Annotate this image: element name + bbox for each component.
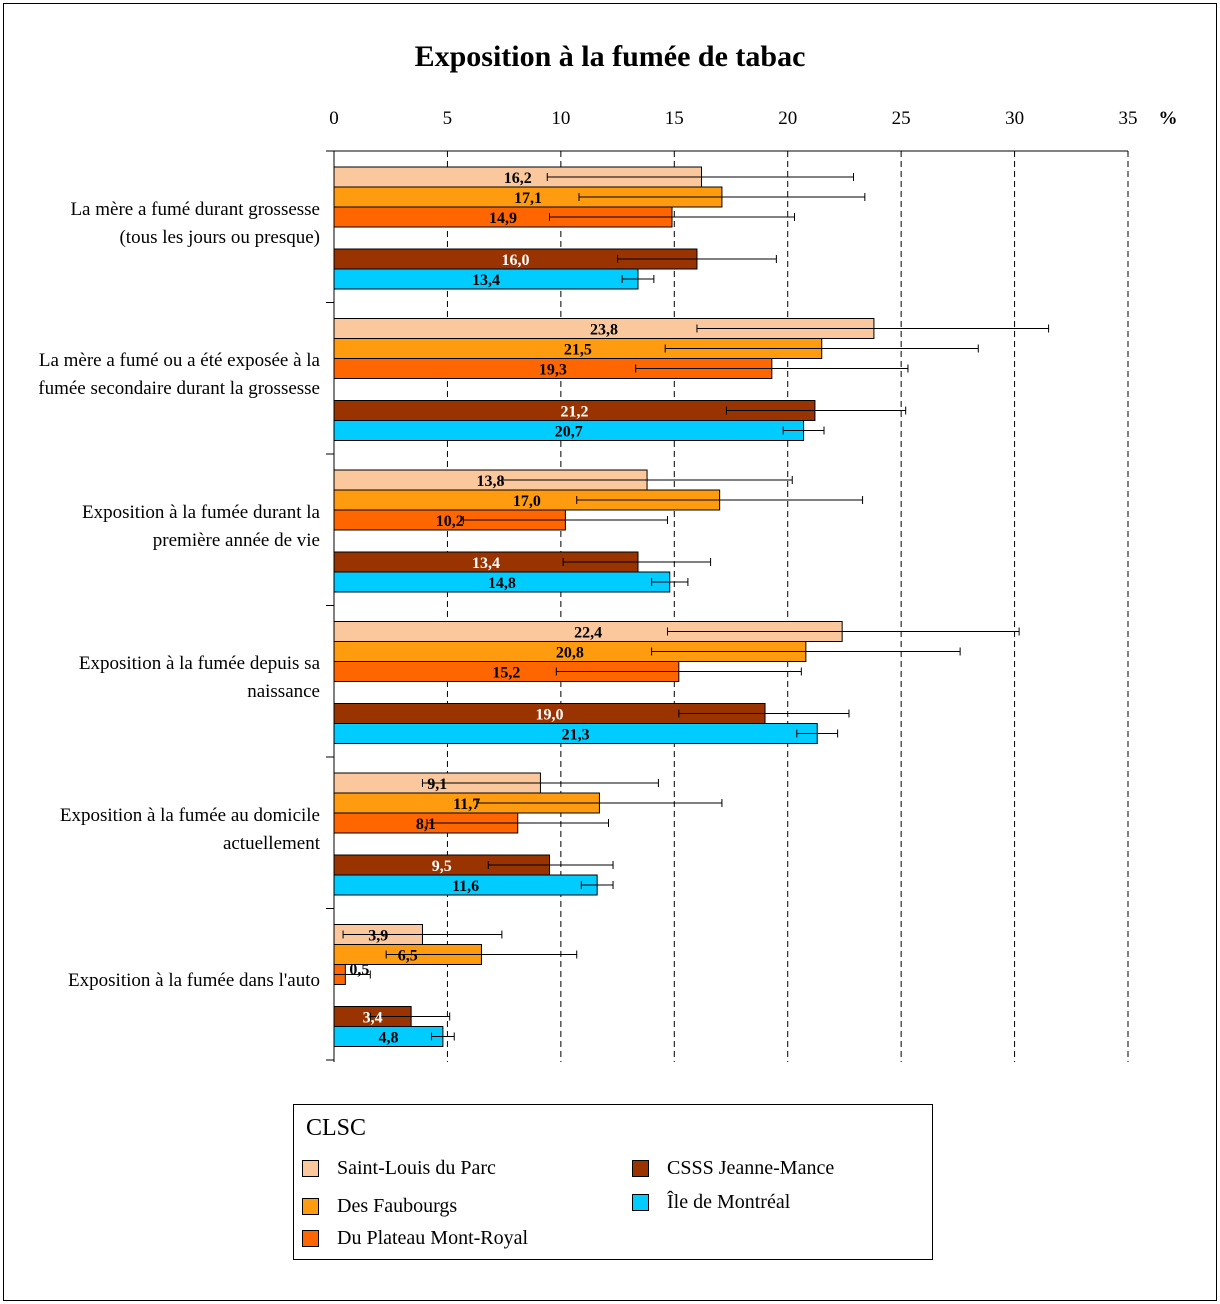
legend: CLSC Saint-Louis du Parc Des Faubourgs D…: [293, 1104, 933, 1260]
bar-value-label: 0,5: [349, 962, 369, 979]
bar-value-label: 14,9: [489, 210, 517, 227]
bar-value-label: 14,8: [488, 575, 516, 592]
x-tick-label: 10: [551, 108, 570, 129]
unit-label: %: [1159, 108, 1178, 129]
bar-value-label: 21,3: [562, 727, 590, 744]
bar-value-label: 15,2: [492, 665, 520, 682]
bar-value-label: 17,0: [513, 493, 541, 510]
bar-value-label: 10,2: [436, 513, 464, 530]
bar-value-label: 13,4: [472, 555, 500, 572]
x-tick-label: 35: [1119, 108, 1138, 129]
legend-title: CLSC: [306, 1115, 367, 1141]
bar-value-label: 20,7: [555, 424, 583, 441]
legend-label: Des Faubourgs: [337, 1195, 458, 1217]
x-tick-label: 25: [892, 108, 911, 129]
bar-value-label: 11,7: [453, 796, 480, 813]
x-tick-label: 30: [1005, 108, 1024, 129]
bar-value-label: 9,1: [427, 776, 447, 793]
bar-value-label: 3,9: [368, 928, 388, 945]
chart-frame: [3, 3, 1217, 1301]
category-label: Exposition à la fumée durant la première…: [82, 501, 320, 551]
bar-value-label: 16,2: [504, 170, 532, 187]
legend-item-saint-louis: Saint-Louis du Parc: [302, 1157, 496, 1180]
bar-value-label: 9,5: [432, 858, 452, 875]
bar-value-label: 6,5: [398, 948, 418, 965]
bar-value-label: 8,1: [416, 816, 436, 833]
bar-value-label: 16,0: [501, 252, 529, 269]
legend-item-montreal: Île de Montréal: [632, 1191, 790, 1214]
bar-value-label: 13,8: [477, 473, 505, 490]
category-label: La mère a fumé durant grossesse (tous le…: [70, 198, 320, 248]
bar-value-label: 4,8: [378, 1030, 398, 1047]
legend-swatch: [632, 1194, 649, 1211]
category-label: Exposition à la fumée depuis sa naissanc…: [78, 653, 320, 703]
legend-swatch: [302, 1198, 319, 1215]
bar-value-label: 11,6: [452, 878, 479, 895]
bar-value-label: 21,5: [564, 342, 592, 359]
category-label: Exposition à la fumée dans l'auto: [68, 970, 320, 992]
legend-label: Du Plateau Mont-Royal: [337, 1227, 529, 1249]
legend-swatch: [632, 1160, 649, 1177]
category-label: La mère a fumé ou a été exposée à la fum…: [38, 350, 320, 400]
bar-value-label: 3,4: [363, 1010, 383, 1027]
bar-value-label: 20,8: [556, 645, 584, 662]
legend-item-faubourgs: Des Faubourgs: [302, 1195, 457, 1218]
legend-label: Île de Montréal: [667, 1191, 791, 1213]
bar-value-label: 17,1: [514, 190, 542, 207]
legend-label: Saint-Louis du Parc: [337, 1157, 496, 1179]
chart-title: Exposition à la fumée de tabac: [414, 40, 806, 73]
bar-value-label: 21,2: [560, 404, 588, 421]
x-tick-label: 20: [778, 108, 797, 129]
bar-value-label: 19,0: [536, 707, 564, 724]
legend-item-csss: CSSS Jeanne-Mance: [632, 1157, 834, 1180]
bar-value-label: 19,3: [539, 362, 567, 379]
legend-label: CSSS Jeanne-Mance: [667, 1157, 835, 1179]
legend-swatch: [302, 1230, 319, 1247]
bar-value-label: 22,4: [574, 625, 602, 642]
bar-value-label: 13,4: [472, 272, 500, 289]
bar-value-label: 23,8: [590, 322, 618, 339]
x-tick-label: 0: [329, 108, 339, 129]
legend-item-plateau: Du Plateau Mont-Royal: [302, 1227, 528, 1250]
category-label: Exposition à la fumée au domicile actuel…: [59, 804, 320, 854]
x-tick-label: 15: [665, 108, 684, 129]
legend-swatch: [302, 1160, 319, 1177]
x-tick-label: 5: [443, 108, 453, 129]
